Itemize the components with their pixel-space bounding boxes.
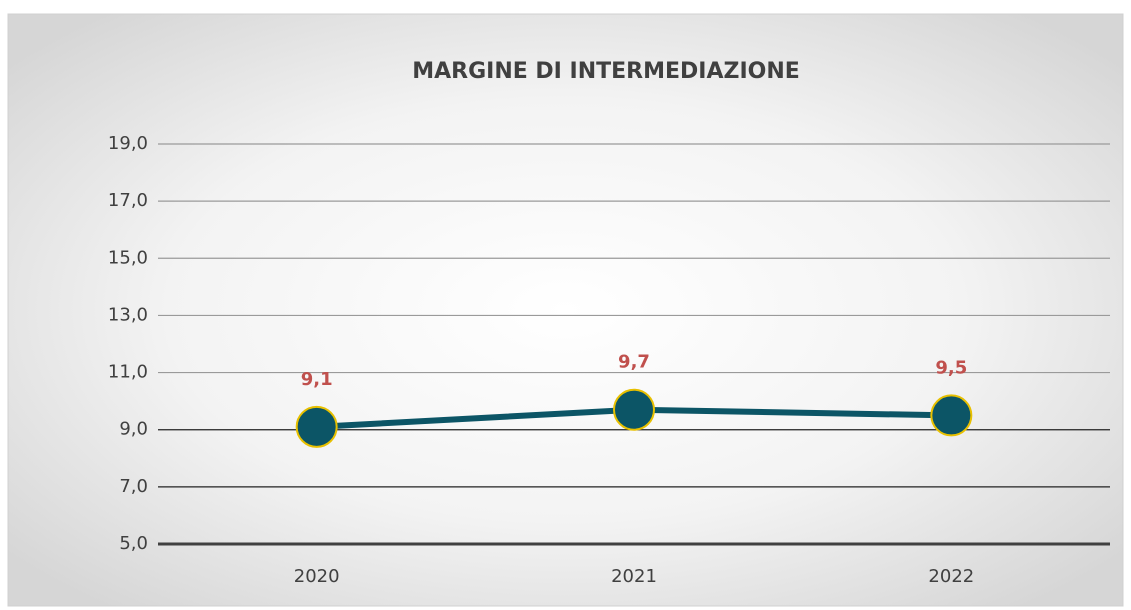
chart-background [7, 13, 1124, 607]
y-tick-label: 5,0 [119, 533, 148, 554]
y-tick-label: 7,0 [119, 476, 148, 497]
x-tick-label: 2022 [928, 566, 974, 587]
chart-title: MARGINE DI INTERMEDIAZIONE [412, 59, 800, 84]
marker [613, 388, 655, 431]
y-tick-label: 11,0 [108, 362, 148, 383]
y-tick-label: 9,0 [119, 419, 148, 440]
data-label: 9,1 [301, 369, 333, 390]
data-label: 9,7 [618, 352, 650, 373]
x-tick-label: 2021 [611, 566, 657, 587]
marker [930, 394, 973, 437]
x-tick-label: 2020 [294, 566, 340, 587]
y-tick-label: 19,0 [108, 133, 148, 154]
y-tick-label: 15,0 [108, 247, 148, 268]
marker [295, 405, 338, 448]
y-tick-label: 13,0 [108, 304, 148, 325]
y-tick-label: 17,0 [108, 190, 148, 211]
data-label: 9,5 [935, 357, 967, 378]
